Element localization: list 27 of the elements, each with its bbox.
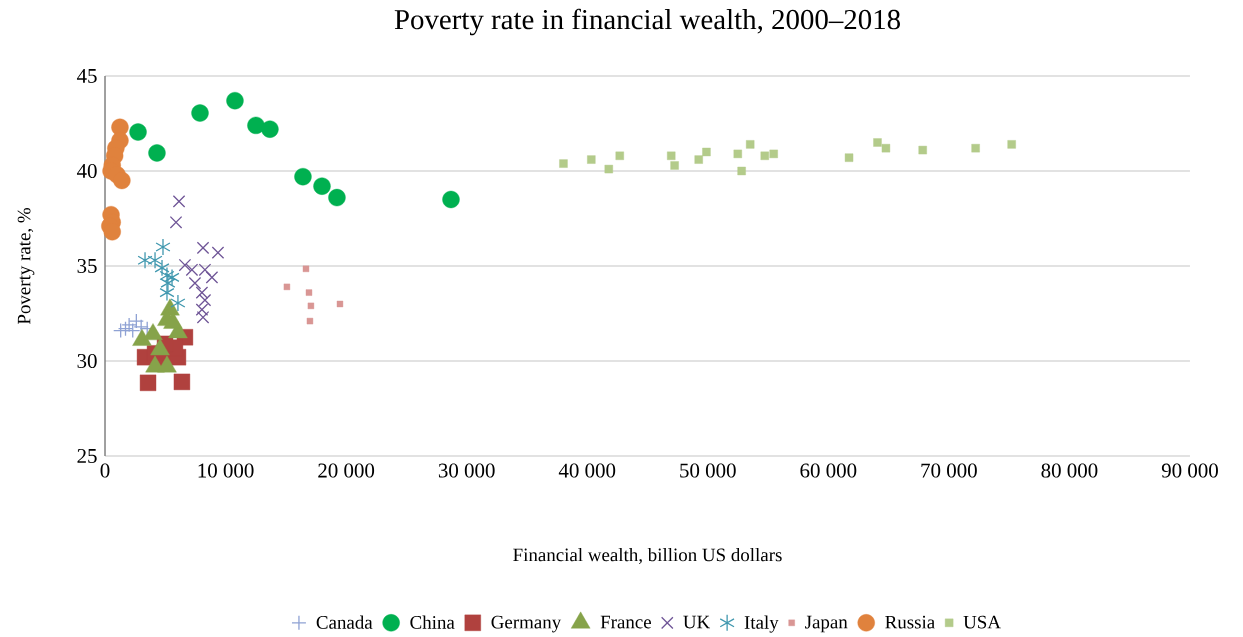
x-tick-label: 10 000 <box>198 463 254 478</box>
legend-label: UK <box>683 615 711 629</box>
legend-label: France <box>600 615 651 629</box>
legend-label: Russia <box>885 615 935 629</box>
legend-label: Japan <box>805 615 848 633</box>
y-tick-label: 40 <box>76 163 97 179</box>
x-tick-label: 30 000 <box>438 463 495 478</box>
y-tick-label: 30 <box>77 353 97 369</box>
legend-label: China <box>410 615 455 629</box>
x-tick-label: 0 <box>100 463 110 478</box>
y-tick-label: 45 <box>76 69 97 83</box>
y-tick-label: 35 <box>77 258 97 274</box>
x-tick-label: 80 000 <box>1041 463 1098 478</box>
x-tick-label: 60 000 <box>800 463 857 478</box>
chart-title: Poverty rate in financial wealth, 2000–2018 <box>394 8 900 36</box>
x-tick-label: 50 000 <box>680 463 736 478</box>
x-tick-label: 20 000 <box>318 463 375 478</box>
x-axis-title: Financial wealth, billion US dollars <box>513 547 782 564</box>
x-tick-label: 40 000 <box>558 463 616 478</box>
x-tick-label: 70 000 <box>921 463 977 478</box>
legend-label: Canada <box>316 615 373 629</box>
y-tick-label: 25 <box>77 448 97 464</box>
legend-label: USA <box>963 615 1001 629</box>
legend-label: Italy <box>744 615 779 633</box>
legend-label: Germany <box>491 615 562 633</box>
y-axis-title: Poverty rate, % <box>17 208 35 325</box>
x-tick-label: 90 000 <box>1161 463 1218 478</box>
